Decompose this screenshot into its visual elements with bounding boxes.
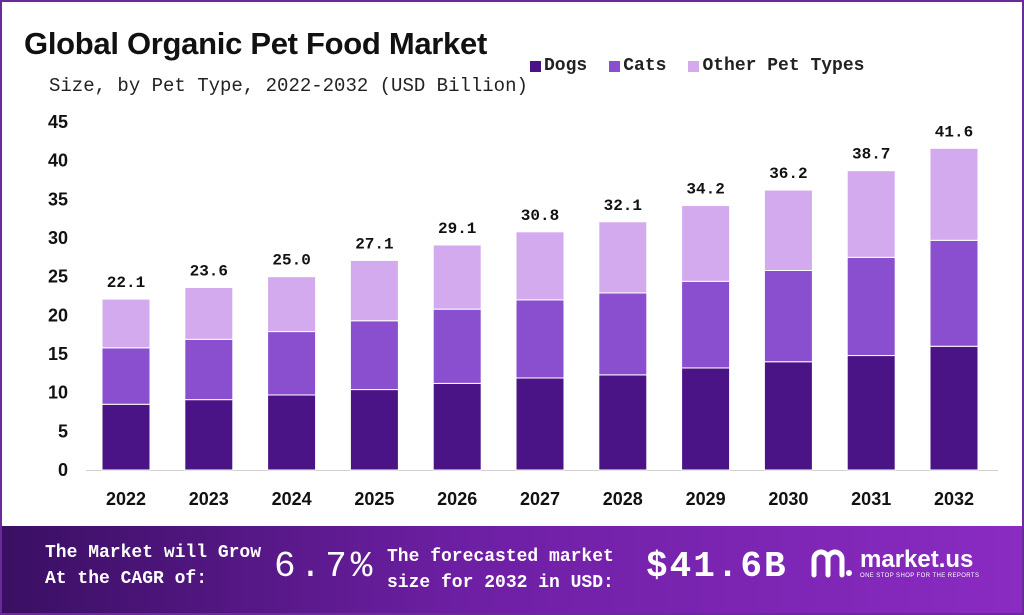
y-tick-label-45: 45	[48, 112, 68, 132]
legend: Dogs Cats Other Pet Types	[530, 56, 864, 76]
x-tick-label-2026: 2026	[437, 489, 477, 509]
footer-banner: The Market will Grow At the CAGR of: 6.7…	[2, 526, 1022, 613]
bar-dogs-2029	[681, 367, 731, 471]
cagr-label: The Market will Grow At the CAGR of:	[45, 540, 261, 592]
bar-cats-2029	[681, 280, 731, 369]
total-label-2032: 41.6	[935, 123, 973, 141]
x-tick-label-2029: 2029	[686, 489, 726, 509]
legend-swatch-cats	[609, 60, 621, 72]
market-us-logo: market.us ONE STOP SHOP FOR THE REPORTS	[810, 548, 979, 580]
bar-dogs-2027	[515, 377, 565, 471]
x-tick-label-2032: 2032	[934, 489, 974, 509]
legend-label-other: Other Pet Types	[702, 56, 865, 76]
bar-other-pet-types-2023	[184, 286, 234, 340]
y-tick-label-35: 35	[48, 189, 68, 209]
total-label-2023: 23.6	[190, 262, 228, 280]
bar-dogs-2025	[349, 389, 399, 471]
bar-other-pet-types-2024	[267, 276, 317, 333]
y-tick-label-30: 30	[48, 228, 68, 248]
forecast-value: $41.6B	[646, 546, 788, 587]
y-tick-label-40: 40	[48, 151, 68, 171]
x-tick-label-2022: 2022	[106, 489, 146, 509]
total-label-2025: 27.1	[355, 235, 393, 253]
bar-other-pet-types-2029	[681, 205, 731, 282]
bar-cats-2022	[101, 347, 151, 405]
bar-dogs-2031	[846, 355, 896, 471]
bar-cats-2028	[598, 292, 648, 376]
bar-cats-2031	[846, 256, 896, 357]
forecast-label: The forecasted market size for 2032 in U…	[387, 544, 614, 596]
legend-swatch-other	[688, 60, 700, 72]
bar-other-pet-types-2027	[515, 231, 565, 301]
cagr-value: 6.7%	[274, 546, 377, 587]
x-tick-label-2023: 2023	[189, 489, 229, 509]
legend-label-dogs: Dogs	[544, 56, 588, 76]
y-tick-label-5: 5	[58, 421, 68, 441]
chart-title: Global Organic Pet Food Market	[24, 26, 487, 61]
brand-tagline: ONE STOP SHOP FOR THE REPORTS	[860, 573, 980, 579]
forecast-label-line2: size for 2032 in USD:	[387, 573, 614, 593]
total-label-2027: 30.8	[521, 207, 559, 225]
y-tick-label-15: 15	[48, 344, 68, 364]
bar-other-pet-types-2028	[598, 221, 648, 294]
bar-other-pet-types-2022	[101, 298, 151, 349]
bar-cats-2025	[349, 320, 399, 391]
bar-dogs-2026	[432, 382, 482, 471]
brand-name: market.us	[860, 546, 974, 573]
x-tick-label-2030: 2030	[768, 489, 808, 509]
x-tick-label-2028: 2028	[603, 489, 643, 509]
total-label-2028: 32.1	[604, 197, 642, 215]
market-us-logo-icon	[811, 549, 852, 578]
total-label-2022: 22.1	[107, 274, 145, 292]
legend-label-cats: Cats	[623, 56, 667, 76]
x-tick-label-2024: 2024	[272, 489, 312, 509]
x-tick-label-2027: 2027	[520, 489, 560, 509]
total-label-2024: 25.0	[272, 252, 310, 270]
x-tick-label-2025: 2025	[354, 489, 394, 509]
bar-other-pet-types-2026	[432, 244, 482, 310]
bar-dogs-2032	[929, 345, 979, 471]
bar-dogs-2030	[763, 361, 813, 471]
total-label-2029: 34.2	[686, 181, 724, 199]
legend-item-cats: Cats	[609, 56, 666, 76]
total-label-2026: 29.1	[438, 220, 476, 238]
bar-cats-2023	[184, 338, 234, 401]
total-label-2031: 38.7	[852, 146, 890, 164]
cagr-label-line1: The Market will Grow	[45, 543, 262, 563]
forecast-label-line1: The forecasted market	[387, 547, 614, 567]
bar-other-pet-types-2025	[349, 259, 399, 322]
bar-cats-2024	[267, 331, 317, 396]
stacked-bar-chart: 05101520253035404522.1202223.6202325.020…	[48, 112, 998, 509]
bar-other-pet-types-2031	[846, 170, 896, 258]
bar-dogs-2024	[267, 394, 317, 471]
y-tick-label-25: 25	[48, 267, 68, 287]
bar-other-pet-types-2032	[929, 147, 979, 241]
y-tick-label-0: 0	[58, 460, 68, 480]
bar-dogs-2023	[184, 399, 234, 471]
legend-swatch-dogs	[530, 60, 541, 72]
y-tick-label-10: 10	[48, 383, 68, 403]
bar-cats-2027	[515, 299, 565, 379]
bar-cats-2030	[763, 269, 813, 363]
cagr-label-line2: At the CAGR of:	[45, 569, 208, 589]
bar-cats-2026	[432, 308, 482, 384]
y-tick-label-20: 20	[48, 305, 68, 325]
legend-item-other: Other Pet Types	[688, 56, 864, 76]
bar-other-pet-types-2030	[763, 189, 813, 271]
bar-dogs-2022	[101, 403, 151, 471]
x-tick-label-2031: 2031	[851, 489, 891, 509]
chart-subtitle: Size, by Pet Type, 2022-2032 (USD Billio…	[49, 75, 528, 97]
bar-cats-2032	[929, 239, 979, 347]
total-label-2030: 36.2	[769, 165, 807, 183]
legend-item-dogs: Dogs	[530, 56, 587, 76]
bar-dogs-2028	[598, 374, 648, 471]
